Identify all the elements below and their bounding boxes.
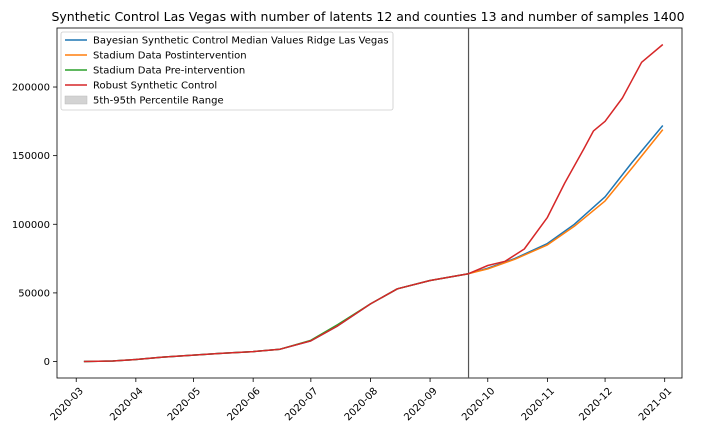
legend-swatch-4	[64, 95, 88, 105]
x-tick-label: 2020-11	[520, 386, 557, 423]
x-tick-label: 2020-04	[108, 386, 145, 423]
y-tick-label: 200000	[12, 83, 50, 94]
series-layer	[83, 43, 664, 363]
legend: Bayesian Synthetic Control Median Values…	[60, 31, 394, 111]
x-tick-label: 2020-08	[343, 386, 380, 423]
x-tick-label: 2020-05	[166, 386, 203, 423]
chart-title: Synthetic Control Las Vegas with number …	[51, 9, 684, 24]
legend-label-0: Bayesian Synthetic Control Median Values…	[93, 36, 389, 47]
x-tick-label: 2020-07	[283, 386, 320, 423]
x-tick-label: 2020-10	[460, 386, 497, 423]
x-tick-label: 2020-12	[577, 386, 614, 423]
x-tick-label: 2020-03	[49, 386, 86, 423]
x-tick-label: 2021-01	[637, 386, 674, 423]
y-axis: 0 50000 100000 150000 200000	[12, 83, 57, 368]
legend-label-2: Stadium Data Pre-intervention	[93, 66, 245, 77]
legend-label-3: Robust Synthetic Control	[93, 81, 217, 92]
y-tick-label: 100000	[12, 220, 50, 231]
plot-frame	[56, 27, 683, 379]
plot-area	[56, 27, 683, 379]
y-tick-label: 0	[44, 357, 50, 368]
legend-box	[60, 31, 394, 111]
x-tick-label: 2020-09	[402, 386, 439, 423]
x-axis: 2020-03 2020-04 2020-05 2020-06 2020-07 2020-…	[49, 378, 674, 423]
y-tick-label: 150000	[12, 151, 50, 162]
series-line-3	[83, 43, 664, 363]
legend-label-1: Stadium Data Postintervention	[93, 51, 247, 62]
series-line-2	[83, 272, 469, 363]
legend-label-4: 5th-95th Percentile Range	[93, 96, 224, 107]
series-line-1	[468, 129, 664, 275]
x-tick-label: 2020-06	[225, 386, 262, 423]
y-tick-label: 50000	[18, 288, 50, 299]
series-line-0	[83, 125, 664, 363]
